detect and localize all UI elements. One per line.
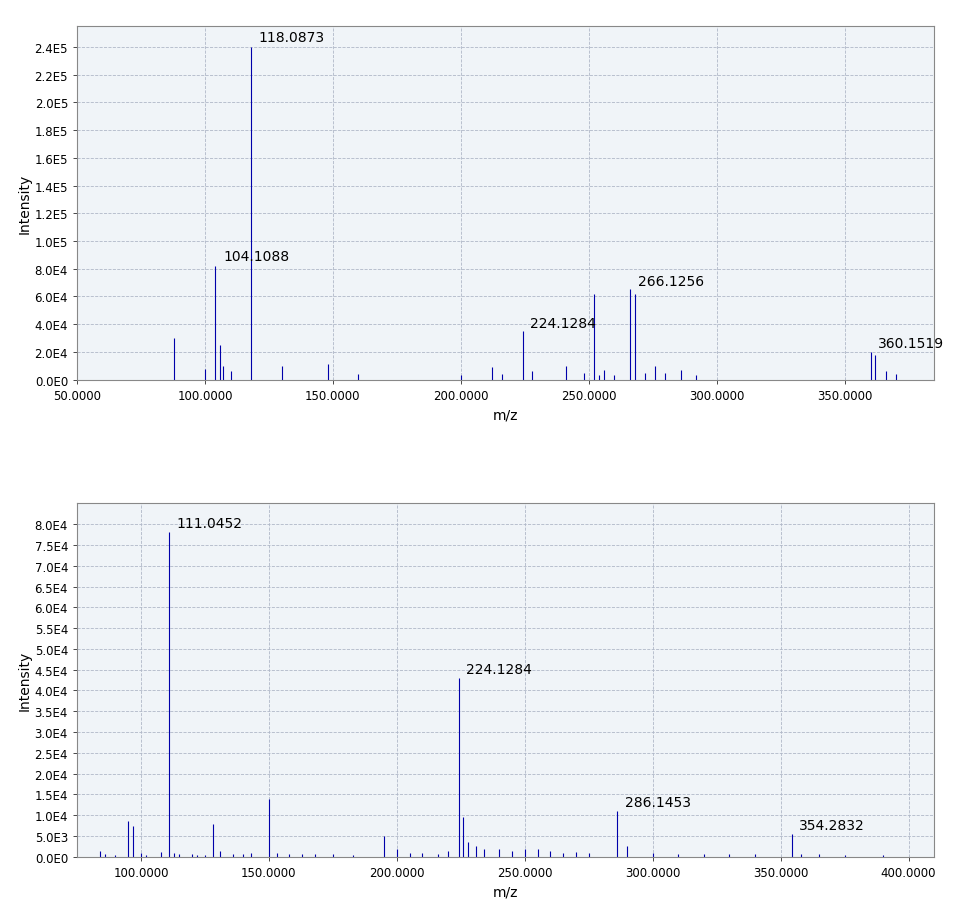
X-axis label: m/z: m/z [493,885,518,898]
Text: 104.1088: 104.1088 [223,250,289,264]
Text: 286.1453: 286.1453 [625,796,690,809]
Text: 354.2832: 354.2832 [799,818,865,832]
Text: 360.1519: 360.1519 [878,337,945,351]
Y-axis label: Intensity: Intensity [17,650,32,711]
Text: 111.0452: 111.0452 [177,517,243,530]
Text: 224.1284: 224.1284 [466,662,533,676]
Text: 224.1284: 224.1284 [531,317,596,330]
Text: 118.0873: 118.0873 [259,31,325,45]
Text: 266.1256: 266.1256 [638,275,704,289]
Y-axis label: Intensity: Intensity [17,173,32,234]
X-axis label: m/z: m/z [493,408,518,422]
